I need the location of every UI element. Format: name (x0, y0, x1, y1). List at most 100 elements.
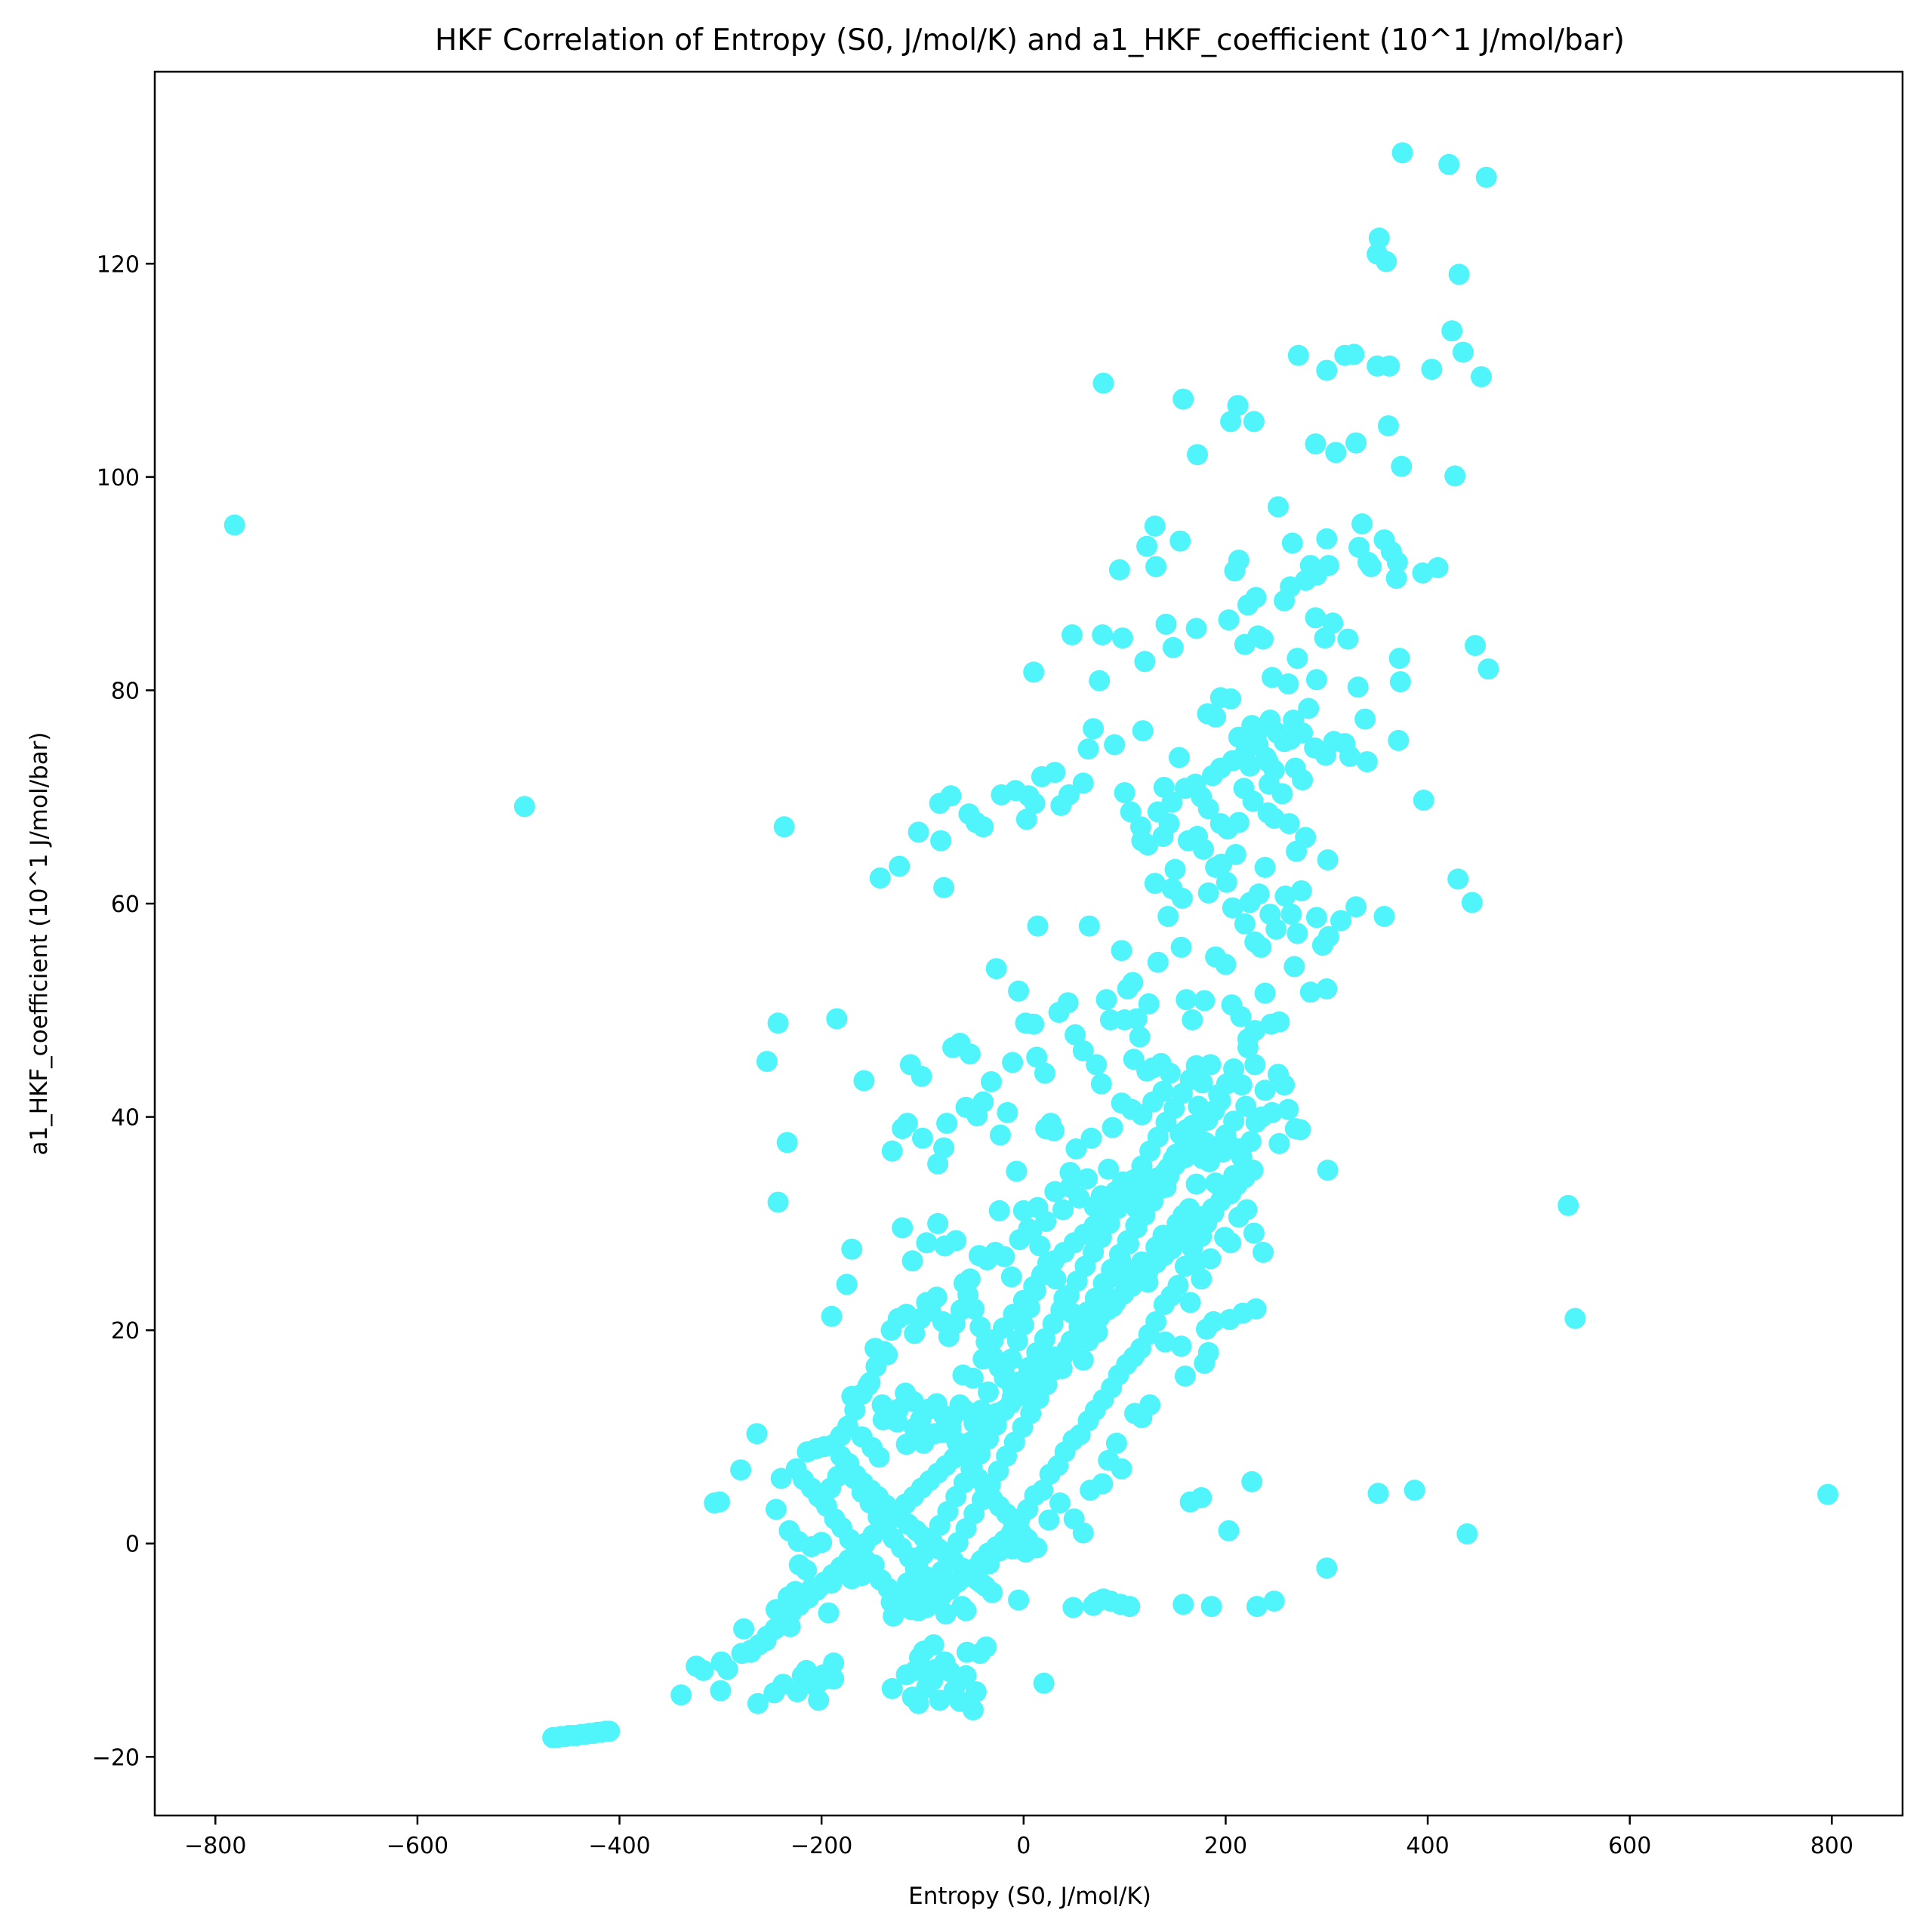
data-point (1259, 773, 1280, 795)
data-point (823, 1652, 845, 1674)
data-point (1008, 1589, 1030, 1611)
data-point (962, 1367, 984, 1389)
data-point (927, 1212, 949, 1234)
data-point (1145, 556, 1167, 577)
data-point (1185, 1055, 1207, 1076)
data-point (1136, 1060, 1158, 1082)
data-point (933, 876, 955, 898)
data-point (1360, 556, 1382, 577)
data-point (818, 1602, 840, 1624)
data-point (955, 1600, 977, 1621)
data-point (1461, 892, 1483, 913)
data-point (1277, 673, 1299, 694)
data-point (1057, 992, 1079, 1014)
data-point (692, 1659, 714, 1681)
data-point (1452, 341, 1474, 363)
data-point (1086, 1054, 1108, 1076)
data-point (1049, 1492, 1071, 1514)
data-point (1391, 142, 1413, 164)
data-point (599, 1720, 621, 1742)
data-point (770, 1467, 792, 1489)
x-tick-label: 800 (1810, 1833, 1853, 1859)
data-point (670, 1684, 692, 1706)
data-point (1412, 562, 1434, 584)
data-point (1347, 676, 1369, 698)
data-point (1268, 1064, 1289, 1086)
data-point (1391, 455, 1413, 477)
data-point (1345, 896, 1367, 918)
x-axis-label: Entropy (S0, J/mol/K) (908, 1883, 1151, 1910)
data-point (1027, 915, 1049, 937)
data-point (747, 1692, 769, 1714)
data-point (1254, 857, 1276, 878)
data-point (1305, 907, 1327, 929)
data-point (815, 1668, 837, 1690)
data-point (1225, 844, 1246, 865)
data-point (1174, 1255, 1196, 1277)
data-point (907, 1692, 929, 1714)
data-point (981, 1071, 1002, 1092)
data-point (1478, 658, 1499, 680)
data-point (1138, 993, 1160, 1015)
data-point (1235, 1095, 1257, 1117)
points-layer (223, 142, 1838, 1748)
data-point (1448, 263, 1470, 285)
data-point (1132, 720, 1154, 742)
x-tick-label: −200 (790, 1833, 852, 1859)
data-point (972, 1091, 994, 1113)
data-point (1343, 343, 1365, 365)
data-point (1200, 1596, 1222, 1618)
data-point (1283, 956, 1305, 978)
data-point (1241, 1471, 1263, 1492)
data-point (1209, 813, 1231, 835)
data-point (1072, 1040, 1094, 1061)
data-point (841, 1238, 863, 1260)
data-point (1006, 1160, 1028, 1182)
data-point (945, 1230, 967, 1252)
data-point (1244, 1020, 1266, 1042)
y-axis-ticks: −20 0 20 40 60 80 100 120 (92, 251, 155, 1771)
data-point (1389, 671, 1411, 693)
data-point (912, 1127, 933, 1149)
data-point (1274, 590, 1296, 611)
data-point (773, 816, 795, 838)
data-point (1377, 415, 1399, 437)
data-point (1234, 913, 1256, 935)
data-point (948, 1671, 970, 1692)
data-point (1024, 793, 1046, 815)
data-point (1368, 227, 1390, 249)
data-point (1227, 395, 1249, 417)
data-point (1220, 1232, 1242, 1254)
data-point (1111, 627, 1133, 649)
data-point (1017, 1529, 1039, 1551)
data-point (1447, 868, 1469, 890)
data-point (1144, 873, 1166, 895)
data-point (1122, 972, 1144, 993)
data-point (1311, 935, 1333, 956)
data-point (1008, 980, 1030, 1002)
data-point (1174, 778, 1196, 799)
data-point (1379, 355, 1400, 377)
data-point (997, 1101, 1018, 1123)
data-point (1188, 1095, 1209, 1117)
data-point (1244, 931, 1266, 953)
data-point (787, 1681, 809, 1703)
data-point (1263, 808, 1285, 829)
data-point (844, 1400, 866, 1421)
data-point (1388, 729, 1410, 751)
data-point (1444, 465, 1466, 487)
data-point (513, 796, 535, 818)
data-point (1078, 915, 1100, 937)
data-point (1246, 722, 1268, 744)
data-point (1286, 840, 1308, 862)
data-point (716, 1658, 738, 1680)
data-point (1026, 1046, 1048, 1068)
data-point (985, 958, 1007, 980)
data-point (1421, 359, 1443, 380)
data-point (1172, 388, 1194, 410)
data-point (1475, 166, 1497, 188)
data-point (1062, 624, 1083, 645)
data-point (1072, 1349, 1094, 1371)
data-point (1052, 1199, 1074, 1221)
data-point (836, 1273, 858, 1295)
